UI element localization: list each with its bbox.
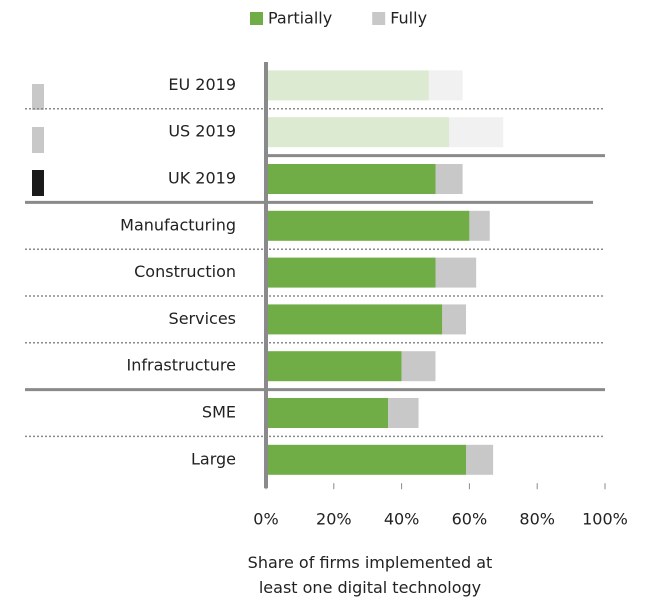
y-tick-label: US 2019 (168, 122, 236, 141)
bar-segment (388, 398, 419, 428)
bar-segment (442, 304, 467, 335)
bar-segment (266, 210, 470, 241)
x-axis-title: Share of firms implemented at least one … (247, 553, 493, 597)
bar-segment (266, 70, 429, 101)
bar-segment (266, 304, 443, 335)
bar-segment (266, 351, 402, 382)
y-tick-label: Large (191, 449, 236, 468)
bar-segment (449, 117, 504, 148)
bar-segment (466, 444, 494, 475)
bar-segment (266, 117, 450, 148)
bar-segment (435, 164, 463, 194)
bar-segment (266, 164, 436, 194)
x-tick-label: 80% (519, 510, 555, 529)
bar-segment (428, 70, 463, 101)
bar-segment (469, 210, 490, 241)
row-marker (32, 84, 44, 110)
bar-segment (266, 398, 389, 428)
legend-label: Fully (390, 9, 427, 28)
legend-swatch (372, 12, 386, 25)
bar-segment (266, 444, 467, 475)
y-tick-label: Services (169, 309, 236, 328)
bar-segment (266, 257, 436, 288)
y-tick-label: SME (202, 403, 236, 422)
legend-swatch (250, 12, 263, 25)
y-tick-label: Infrastructure (127, 356, 236, 375)
x-axis-title-box: Share of firms implemented at least one … (247, 553, 493, 597)
x-tick-label: 0% (253, 510, 278, 529)
x-tick-label: 100% (582, 510, 628, 529)
bar-segment (435, 257, 477, 288)
y-tick-label: EU 2019 (168, 75, 236, 94)
x-tick-label: 60% (452, 510, 488, 529)
row-marker (32, 127, 44, 153)
bar-segment (401, 351, 436, 382)
x-tick-label: 20% (316, 510, 352, 529)
x-tick-label: 40% (384, 510, 420, 529)
legend-label: Partially (268, 9, 332, 28)
row-marker (32, 170, 44, 196)
y-tick-label: Manufacturing (120, 215, 236, 234)
y-tick-label: Construction (134, 262, 236, 281)
y-tick-label: UK 2019 (168, 169, 236, 188)
